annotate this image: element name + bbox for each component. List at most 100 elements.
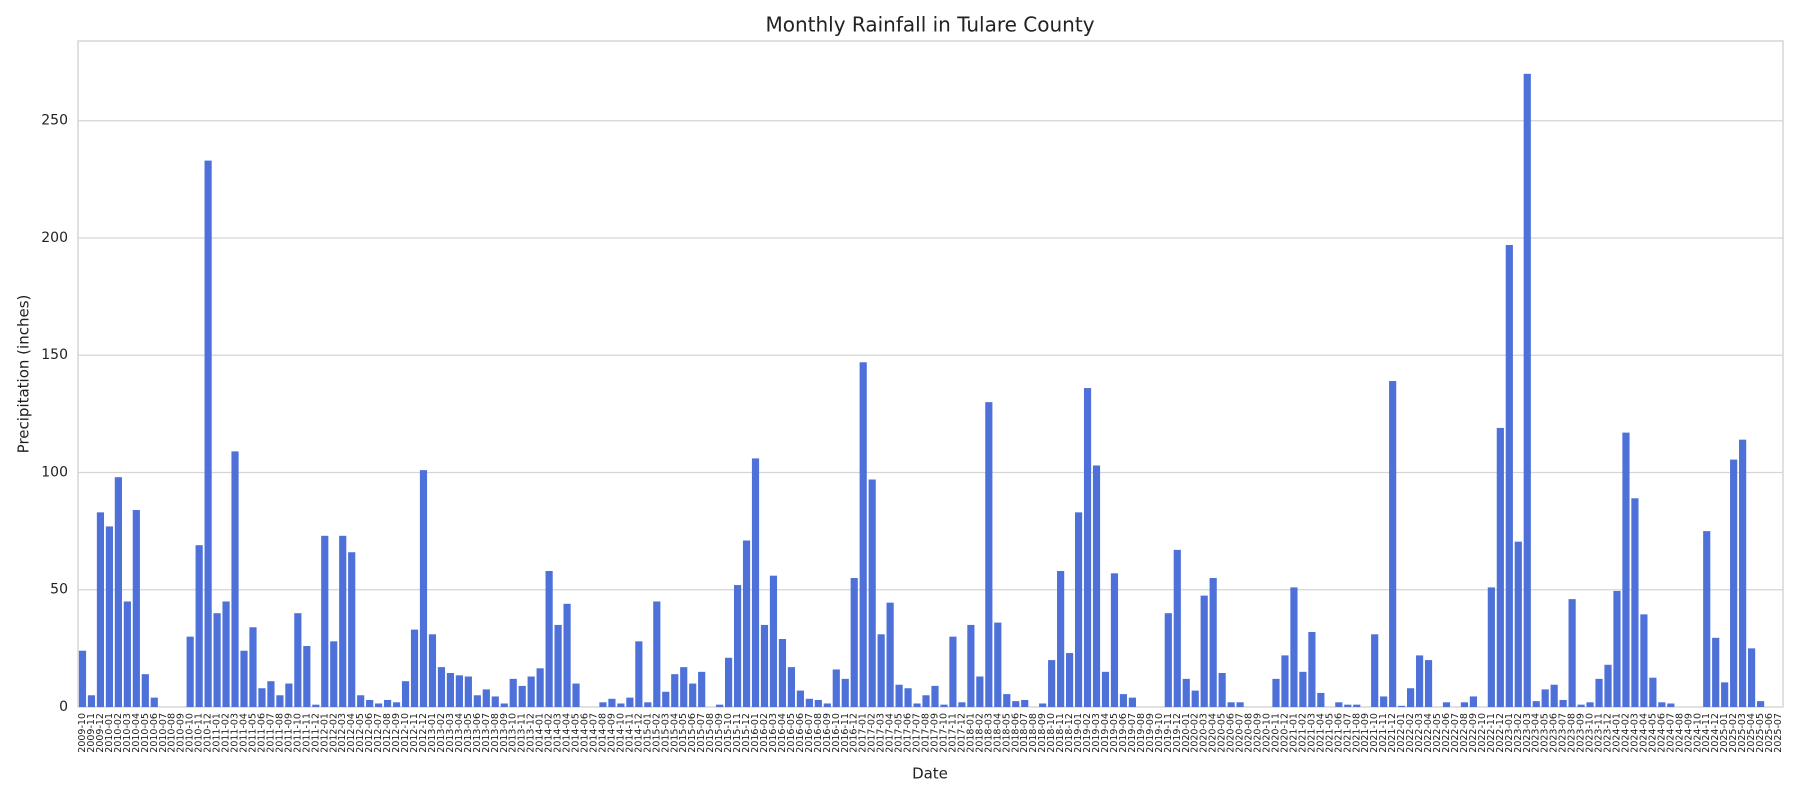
- x-tick-label: 2015-01: [642, 713, 653, 753]
- bar: [1460, 702, 1469, 707]
- bar: [823, 703, 831, 707]
- bar: [1110, 573, 1119, 707]
- bar: [922, 695, 930, 707]
- bar: [1514, 541, 1522, 707]
- x-tick-label: 2015-08: [705, 713, 716, 753]
- bar: [1469, 696, 1477, 707]
- x-tick-label: 2023-10: [1585, 713, 1596, 753]
- x-tick-label: 2010-08: [167, 713, 178, 753]
- x-tick-label: 2014-04: [562, 713, 573, 753]
- bar: [123, 601, 131, 707]
- x-tick-label: 2020-07: [1235, 713, 1246, 753]
- x-tick-label: 2012-11: [409, 713, 420, 753]
- x-tick-label: 2020-10: [1262, 713, 1273, 753]
- x-tick-label: 2022-01: [1396, 713, 1407, 753]
- x-tick-label: 2020-08: [1244, 713, 1255, 753]
- bar: [1380, 696, 1388, 707]
- x-tick-label: 2023-09: [1576, 713, 1587, 753]
- x-tick-label: 2011-09: [283, 713, 294, 753]
- x-tick-label: 2019-12: [1172, 713, 1183, 753]
- bar: [886, 602, 894, 707]
- x-tick-label: 2021-11: [1378, 713, 1389, 753]
- x-tick-label: 2019-03: [1091, 713, 1102, 753]
- bar: [410, 629, 419, 707]
- bar: [1281, 655, 1289, 707]
- bar: [527, 676, 535, 707]
- x-tick-label: 2019-02: [1082, 713, 1093, 753]
- bar: [464, 676, 472, 707]
- x-tick-label: 2024-05: [1647, 713, 1658, 753]
- x-tick-label: 2013-06: [472, 713, 483, 753]
- bar: [751, 458, 760, 707]
- bar: [267, 681, 275, 707]
- bar: [1227, 702, 1235, 707]
- bar: [877, 634, 885, 707]
- bar: [1308, 631, 1316, 707]
- x-tick-label: 2022-03: [1414, 713, 1425, 753]
- x-tick-label: 2011-03: [230, 713, 241, 753]
- x-tick-label: 2013-03: [445, 713, 456, 753]
- bar: [285, 683, 293, 707]
- bar: [150, 697, 158, 707]
- bar: [931, 685, 939, 707]
- bar: [258, 688, 266, 707]
- x-tick-label: 2023-08: [1567, 713, 1578, 753]
- bar: [742, 540, 751, 707]
- x-tick-label: 2018-02: [974, 713, 985, 753]
- bar: [796, 690, 804, 707]
- x-tick-label: 2015-10: [723, 713, 734, 753]
- x-tick-label: 2025-02: [1728, 713, 1739, 753]
- x-tick-label: 2012-09: [391, 713, 402, 753]
- x-tick-label: 2014-03: [553, 713, 564, 753]
- x-tick-label: 2025-05: [1755, 713, 1766, 753]
- x-tick-label: 2021-09: [1360, 713, 1371, 753]
- bar: [617, 703, 625, 707]
- bar: [1317, 692, 1325, 707]
- bar: [1703, 531, 1711, 707]
- x-tick-label: 2019-01: [1073, 713, 1084, 753]
- bar: [357, 695, 365, 707]
- bar: [778, 638, 787, 707]
- x-tick-label: 2017-07: [912, 713, 923, 753]
- x-tick-label: 2018-05: [1001, 713, 1012, 753]
- bar: [195, 545, 203, 707]
- x-tick-label: 2016-05: [786, 713, 797, 753]
- bar: [1523, 73, 1531, 707]
- x-tick-label: 2010-03: [122, 713, 133, 753]
- bar: [348, 552, 356, 707]
- x-tick-label: 2021-06: [1333, 713, 1344, 753]
- bar: [1577, 704, 1585, 707]
- x-tick-label: 2015-06: [687, 713, 698, 753]
- x-tick-label: 2018-06: [1010, 713, 1021, 753]
- bar: [913, 703, 921, 707]
- x-tick-label: 2011-08: [274, 713, 285, 753]
- x-tick-label: 2011-01: [212, 713, 223, 753]
- bar: [1066, 653, 1074, 707]
- x-tick-label: 2015-12: [741, 713, 752, 753]
- bar: [769, 575, 778, 707]
- x-tick-label: 2025-04: [1746, 713, 1757, 753]
- x-tick-label: 2017-02: [867, 713, 878, 753]
- x-tick-label: 2022-06: [1441, 713, 1452, 753]
- bar: [904, 688, 912, 707]
- bar: [1415, 655, 1424, 707]
- x-tick-label: 2013-07: [481, 713, 492, 753]
- bar: [868, 479, 876, 707]
- bar: [554, 624, 562, 707]
- x-tick-label: 2017-05: [894, 713, 905, 753]
- bar: [1299, 671, 1307, 707]
- bar: [509, 678, 517, 707]
- x-tick-label: 2017-03: [876, 713, 887, 753]
- bar: [1021, 699, 1029, 707]
- x-tick-label: 2020-05: [1217, 713, 1228, 753]
- bar: [859, 362, 867, 707]
- x-tick-label: 2011-12: [310, 713, 321, 753]
- bar: [671, 674, 679, 707]
- x-tick-label: 2022-04: [1423, 713, 1434, 753]
- x-tick-label: 2022-08: [1459, 713, 1470, 753]
- x-tick-label: 2016-09: [822, 713, 833, 753]
- x-tick-label: 2021-01: [1288, 713, 1299, 753]
- x-tick-label: 2016-08: [813, 713, 824, 753]
- bar: [1541, 689, 1549, 707]
